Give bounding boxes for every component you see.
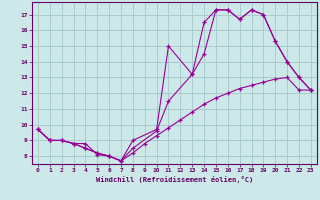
X-axis label: Windchill (Refroidissement éolien,°C): Windchill (Refroidissement éolien,°C) [96,176,253,183]
